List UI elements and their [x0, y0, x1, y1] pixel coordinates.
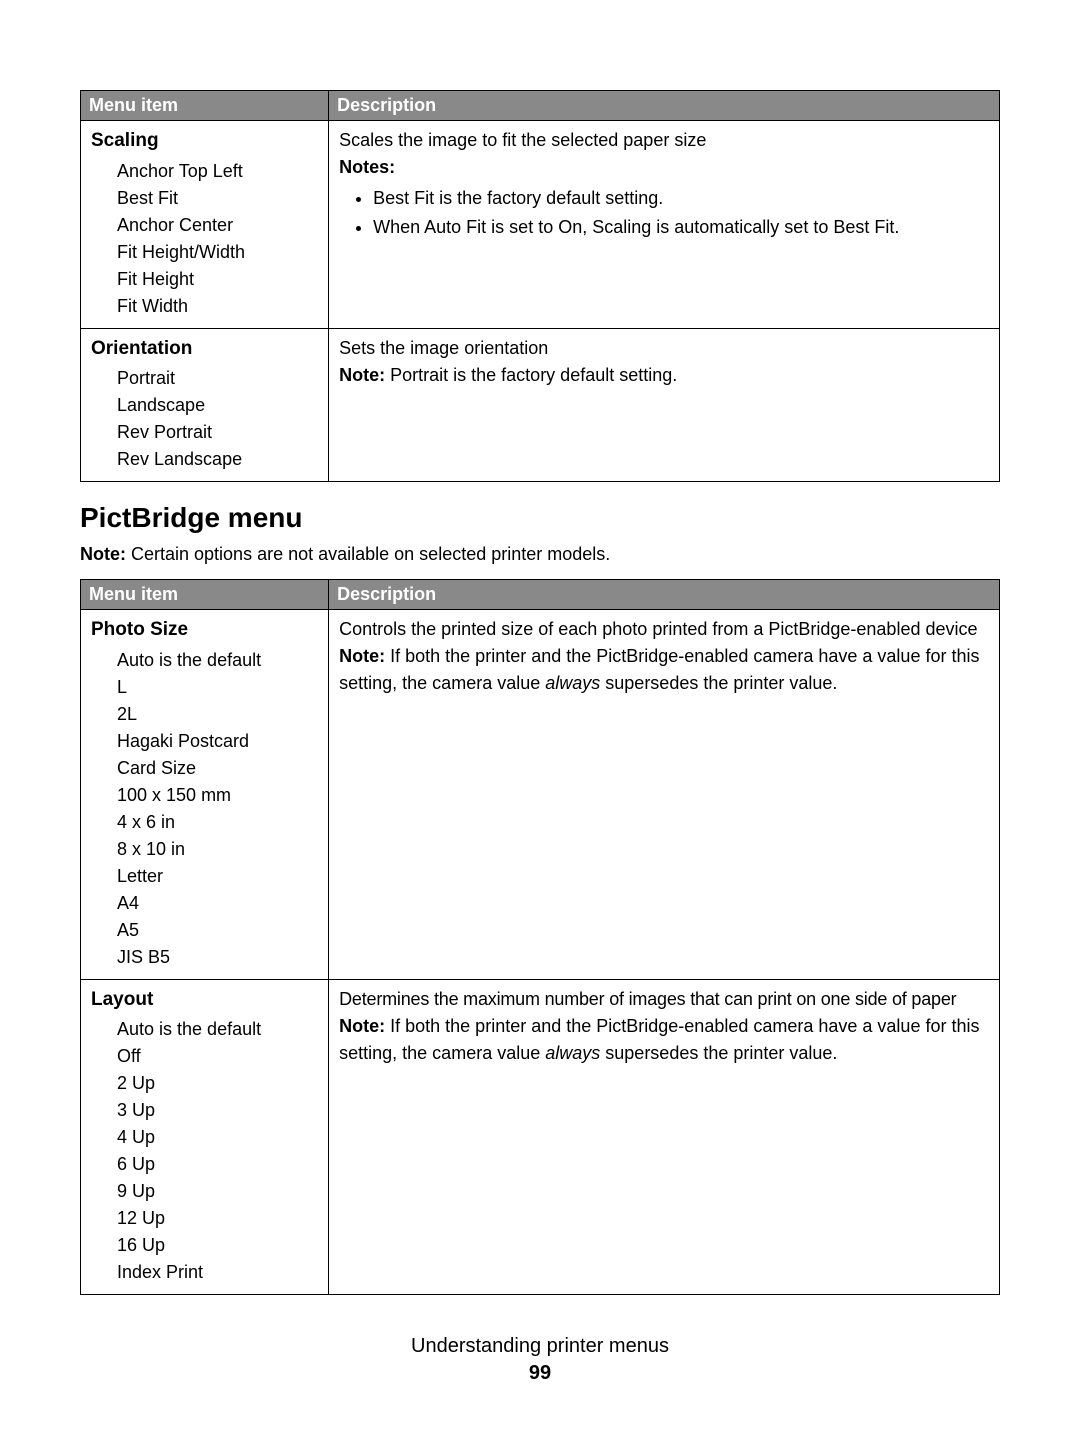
- note-text-b: supersedes the printer value.: [600, 1043, 837, 1063]
- menuitem-option: Letter: [117, 863, 318, 890]
- footer-chapter: Understanding printer menus: [80, 1335, 1000, 1358]
- menuitem-option: Anchor Center: [117, 212, 318, 239]
- description-cell-scaling: Scales the image to fit the selected pap…: [329, 121, 1000, 329]
- description-cell-layout: Determines the maximum number of images …: [329, 979, 1000, 1295]
- note-prefix: Note:: [339, 365, 390, 385]
- note-line: Note: Portrait is the factory default se…: [339, 362, 989, 389]
- footer-page-number: 99: [80, 1362, 1000, 1385]
- page-footer: Understanding printer menus 99: [80, 1335, 1000, 1385]
- menuitem-options: Auto is the default L 2L Hagaki Postcard…: [91, 647, 318, 971]
- description-intro: Determines the maximum number of images …: [339, 986, 989, 1013]
- menuitem-option: 6 Up: [117, 1151, 318, 1178]
- menuitem-option: Landscape: [117, 392, 318, 419]
- section-title-pictbridge: PictBridge menu: [80, 502, 1000, 534]
- note-text-b: supersedes the printer value.: [600, 673, 837, 693]
- table-row: Photo Size Auto is the default L 2L Haga…: [81, 610, 1000, 980]
- menuitem-option: Off: [117, 1043, 318, 1070]
- menuitem-option: Portrait: [117, 365, 318, 392]
- menuitem-option: A4: [117, 890, 318, 917]
- description-cell-photosize: Controls the printed size of each photo …: [329, 610, 1000, 980]
- menuitem-option: 8 x 10 in: [117, 836, 318, 863]
- menuitem-cell-orientation: Orientation Portrait Landscape Rev Portr…: [81, 328, 329, 482]
- document-page: Menu item Description Scaling Anchor Top…: [0, 0, 1080, 1435]
- menuitem-option: L: [117, 674, 318, 701]
- note-text: Certain options are not available on sel…: [131, 544, 610, 564]
- menuitem-option: Index Print: [117, 1259, 318, 1286]
- menu-table-2: Menu item Description Photo Size Auto is…: [80, 579, 1000, 1295]
- menuitem-options: Portrait Landscape Rev Portrait Rev Land…: [91, 365, 318, 473]
- menuitem-option: A5: [117, 917, 318, 944]
- note-prefix: Note:: [339, 1016, 390, 1036]
- menuitem-option: 2L: [117, 701, 318, 728]
- menuitem-title: Photo Size: [91, 616, 318, 645]
- table-row: Orientation Portrait Landscape Rev Portr…: [81, 328, 1000, 482]
- notes-list: Best Fit is the factory default setting.…: [339, 185, 989, 241]
- menuitem-title: Scaling: [91, 127, 318, 156]
- notes-label: Notes:: [339, 154, 989, 181]
- menu-table-1: Menu item Description Scaling Anchor Top…: [80, 90, 1000, 482]
- description-intro: Scales the image to fit the selected pap…: [339, 127, 989, 154]
- menuitem-option: Fit Width: [117, 293, 318, 320]
- table-row: Scaling Anchor Top Left Best Fit Anchor …: [81, 121, 1000, 329]
- col-header-menuitem: Menu item: [81, 91, 329, 121]
- menuitem-option: JIS B5: [117, 944, 318, 971]
- menuitem-option: Rev Portrait: [117, 419, 318, 446]
- note-item: When Auto Fit is set to On, Scaling is a…: [373, 214, 989, 241]
- menuitem-option: 3 Up: [117, 1097, 318, 1124]
- menuitem-option: 16 Up: [117, 1232, 318, 1259]
- menuitem-cell-scaling: Scaling Anchor Top Left Best Fit Anchor …: [81, 121, 329, 329]
- note-item: Best Fit is the factory default setting.: [373, 185, 989, 212]
- menuitem-cell-layout: Layout Auto is the default Off 2 Up 3 Up…: [81, 979, 329, 1295]
- menuitem-option: 9 Up: [117, 1178, 318, 1205]
- menuitem-option: Auto is the default: [117, 1016, 318, 1043]
- note-line: Note: If both the printer and the PictBr…: [339, 643, 989, 697]
- note-text: Portrait is the factory default setting.: [390, 365, 677, 385]
- menuitem-option: Fit Height/Width: [117, 239, 318, 266]
- menuitem-option: 12 Up: [117, 1205, 318, 1232]
- table-row: Layout Auto is the default Off 2 Up 3 Up…: [81, 979, 1000, 1295]
- note-line: Note: If both the printer and the PictBr…: [339, 1013, 989, 1067]
- description-intro: Controls the printed size of each photo …: [339, 616, 989, 643]
- menuitem-options: Auto is the default Off 2 Up 3 Up 4 Up 6…: [91, 1016, 318, 1286]
- description-intro: Sets the image orientation: [339, 335, 989, 362]
- note-ital: always: [545, 1043, 600, 1063]
- menuitem-option: 4 Up: [117, 1124, 318, 1151]
- menuitem-options: Anchor Top Left Best Fit Anchor Center F…: [91, 158, 318, 320]
- col-header-menuitem: Menu item: [81, 580, 329, 610]
- menuitem-title: Orientation: [91, 335, 318, 364]
- menuitem-title: Layout: [91, 986, 318, 1015]
- description-cell-orientation: Sets the image orientation Note: Portrai…: [329, 328, 1000, 482]
- col-header-description: Description: [329, 580, 1000, 610]
- menuitem-cell-photosize: Photo Size Auto is the default L 2L Haga…: [81, 610, 329, 980]
- section-note: Note: Certain options are not available …: [80, 544, 1000, 565]
- menuitem-option: Hagaki Postcard: [117, 728, 318, 755]
- table-header-row: Menu item Description: [81, 91, 1000, 121]
- menuitem-option: 100 x 150 mm: [117, 782, 318, 809]
- menuitem-option: Auto is the default: [117, 647, 318, 674]
- menuitem-option: Anchor Top Left: [117, 158, 318, 185]
- menuitem-option: Card Size: [117, 755, 318, 782]
- menuitem-option: 4 x 6 in: [117, 809, 318, 836]
- menuitem-option: 2 Up: [117, 1070, 318, 1097]
- note-prefix: Note:: [80, 544, 131, 564]
- col-header-description: Description: [329, 91, 1000, 121]
- menuitem-option: Best Fit: [117, 185, 318, 212]
- note-prefix: Note:: [339, 646, 390, 666]
- table-header-row: Menu item Description: [81, 580, 1000, 610]
- note-ital: always: [545, 673, 600, 693]
- menuitem-option: Rev Landscape: [117, 446, 318, 473]
- menuitem-option: Fit Height: [117, 266, 318, 293]
